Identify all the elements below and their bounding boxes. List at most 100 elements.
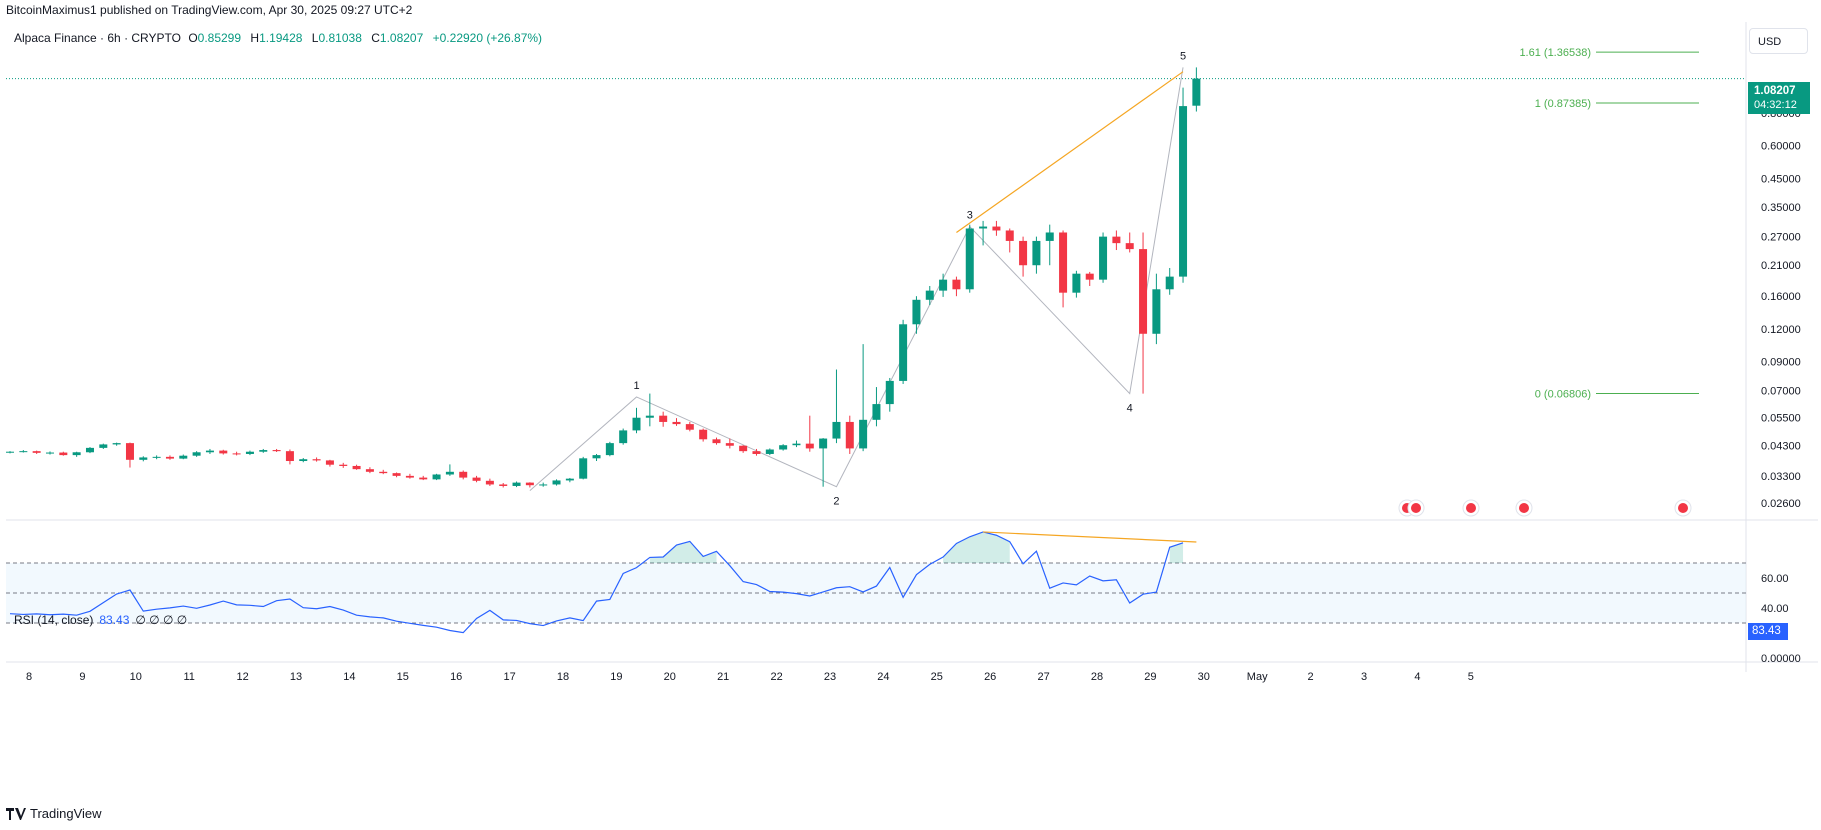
open-label: O: [188, 31, 198, 45]
time-tick-label: 3: [1361, 671, 1367, 683]
candle-body: [619, 430, 628, 444]
price-tick-label: 0.02600: [1761, 498, 1801, 510]
candle-body: [6, 451, 14, 453]
candle-body: [872, 404, 881, 420]
rsi-legend[interactable]: RSI (14, close) 83.43 ∅ ∅ ∅ ∅: [14, 613, 187, 627]
price-tick-label: 0.05500: [1761, 413, 1801, 425]
candle-body: [859, 419, 868, 449]
price-tick-label: 0.03300: [1761, 471, 1801, 483]
price-tick-label: 0.12000: [1761, 324, 1801, 336]
candle-body: [525, 482, 534, 486]
candle-body: [112, 443, 121, 445]
fib-level-label: 1 (0.87385): [1535, 98, 1591, 110]
high-label: H: [250, 31, 260, 45]
candle-body: [592, 455, 601, 459]
time-tick-label: 23: [824, 671, 836, 683]
time-tick-label: 24: [877, 671, 889, 683]
candle-body: [1005, 230, 1014, 241]
candle-body: [125, 443, 134, 460]
candle-body: [1072, 273, 1081, 293]
candle-body: [579, 458, 588, 479]
trendline-upper: [956, 71, 1184, 233]
candle-body: [659, 415, 668, 422]
time-tick-label: 4: [1414, 671, 1420, 683]
candle-body: [725, 443, 734, 446]
candle-body: [232, 453, 241, 455]
time-tick-label: 18: [557, 671, 569, 683]
candle-body: [352, 465, 361, 470]
candle-body: [992, 226, 1001, 231]
candle-body: [805, 443, 814, 449]
candle-body: [1085, 273, 1094, 280]
candle-body: [965, 228, 974, 290]
wave-label: 5: [1180, 50, 1186, 62]
currency-button[interactable]: USD: [1749, 28, 1808, 54]
rsi-label: RSI (14, close): [14, 613, 94, 627]
candle-body: [685, 424, 694, 430]
rsi-overbought-fill: [1169, 542, 1184, 563]
candle-body: [699, 429, 708, 440]
time-tick-label: 13: [290, 671, 302, 683]
candle-body: [1045, 232, 1054, 241]
candle-body: [85, 447, 94, 453]
candle-body: [219, 450, 228, 454]
wave-label: 2: [833, 496, 839, 508]
price-tick-label: 0.21000: [1761, 260, 1801, 272]
rsi-tick-label: 60.00: [1761, 573, 1789, 585]
candle-body: [365, 469, 374, 472]
event-flag-dot: [1678, 503, 1688, 513]
candle-body: [1192, 78, 1201, 106]
time-tick-label: 27: [1037, 671, 1049, 683]
time-tick-label: 21: [717, 671, 729, 683]
symbol-name[interactable]: Alpaca Finance · 6h · CRYPTO: [14, 31, 181, 45]
candle-body: [272, 450, 281, 452]
candle-body: [285, 451, 294, 462]
time-tick-label: 11: [183, 671, 194, 683]
low-label: L: [311, 31, 319, 45]
candle-body: [445, 471, 454, 475]
candle-body: [672, 421, 681, 425]
candle-body: [139, 457, 148, 460]
candle-body: [99, 444, 108, 448]
candle-body: [632, 417, 641, 431]
price-tick-label: 0.09000: [1761, 357, 1801, 369]
candle-body: [565, 478, 574, 481]
candle-body: [45, 452, 54, 454]
candle-body: [1059, 232, 1068, 293]
high-value: 1.19428: [259, 31, 303, 45]
candle-body: [1179, 106, 1188, 277]
candle-body: [499, 484, 508, 486]
time-tick-label: 16: [450, 671, 462, 683]
candle-body: [459, 471, 468, 478]
time-tick-label: 30: [1198, 671, 1210, 683]
candle-body: [312, 459, 321, 461]
candle-body: [339, 464, 348, 466]
wave-label: 4: [1127, 403, 1133, 415]
rsi-tick-label: 40.00: [1761, 603, 1789, 615]
candle-body: [779, 445, 788, 450]
candle-body: [1165, 276, 1174, 290]
fib-level-label: 0 (0.06806): [1535, 388, 1591, 400]
wave-label: 3: [967, 210, 973, 222]
candle-body: [379, 471, 388, 474]
candle-body: [952, 279, 961, 290]
open-value: 0.85299: [197, 31, 242, 45]
candle-body: [19, 451, 28, 453]
footer-brand[interactable]: TradingView: [6, 806, 102, 821]
candle-body: [152, 456, 161, 458]
candle-body: [245, 451, 254, 454]
candle-body: [912, 299, 921, 325]
elliott-wave-line: [529, 67, 1184, 491]
overlay-layer: 1.61 (1.36538) 1 (0.87385) 0 (0.06806): [6, 47, 1746, 517]
time-tick-label: 10: [130, 671, 142, 683]
price-tick-label: 0.35000: [1761, 202, 1801, 214]
rsi-tick-label: 0.00000: [1761, 653, 1801, 665]
candle-body: [712, 439, 721, 444]
current-price-badge: 1.08207 04:32:12: [1748, 82, 1810, 114]
rsi-overbought-fill: [943, 531, 1010, 563]
candle-body: [885, 380, 894, 405]
candle-body: [1019, 240, 1028, 266]
price-tick-label: 0.04300: [1761, 441, 1801, 453]
